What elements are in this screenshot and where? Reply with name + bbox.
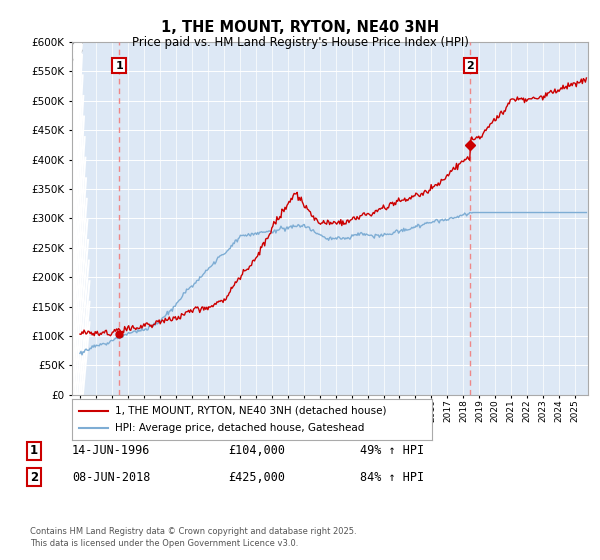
Text: 49% ↑ HPI: 49% ↑ HPI xyxy=(360,444,424,458)
Text: 14-JUN-1996: 14-JUN-1996 xyxy=(72,444,151,458)
Text: 1: 1 xyxy=(115,60,123,71)
Text: 1: 1 xyxy=(30,444,38,458)
Text: 2: 2 xyxy=(30,470,38,484)
Text: Contains HM Land Registry data © Crown copyright and database right 2025.
This d: Contains HM Land Registry data © Crown c… xyxy=(30,527,356,548)
Text: 1, THE MOUNT, RYTON, NE40 3NH: 1, THE MOUNT, RYTON, NE40 3NH xyxy=(161,20,439,35)
Text: 1, THE MOUNT, RYTON, NE40 3NH (detached house): 1, THE MOUNT, RYTON, NE40 3NH (detached … xyxy=(115,405,387,416)
Text: 2: 2 xyxy=(467,60,474,71)
Text: HPI: Average price, detached house, Gateshead: HPI: Average price, detached house, Gate… xyxy=(115,423,365,433)
Text: £425,000: £425,000 xyxy=(228,470,285,484)
Text: £104,000: £104,000 xyxy=(228,444,285,458)
Text: 84% ↑ HPI: 84% ↑ HPI xyxy=(360,470,424,484)
Polygon shape xyxy=(72,42,83,160)
Text: Price paid vs. HM Land Registry's House Price Index (HPI): Price paid vs. HM Land Registry's House … xyxy=(131,36,469,49)
Text: 08-JUN-2018: 08-JUN-2018 xyxy=(72,470,151,484)
